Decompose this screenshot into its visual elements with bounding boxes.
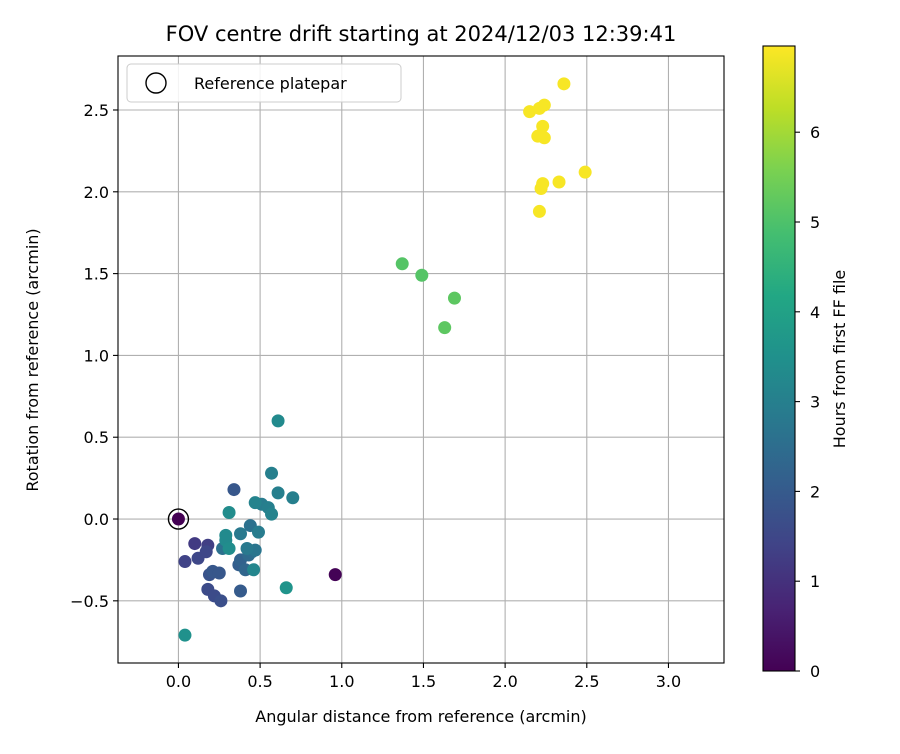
reference-marker [167,508,190,530]
colorbar-frame [762,45,796,672]
plot-frame [117,55,725,664]
data-point [251,525,265,539]
y-tick-label: −0.5 [70,592,109,611]
colorbar-gradient [763,46,795,671]
data-point [222,541,236,555]
x-axis-ticks: 0.0 0.5 1.0 1.5 2.0 2.5 3.0 [166,663,681,691]
colorbar-ticks: 0 1 2 3 4 5 6 [795,123,820,681]
data-point [199,545,213,559]
y-tick-label: 0.5 [84,428,109,447]
data-point [234,527,248,541]
grid [118,56,724,663]
data-point [578,165,592,179]
x-tick-label: 2.0 [492,672,517,691]
data-point [557,77,571,91]
data-point [212,566,226,580]
chart-title: FOV centre drift starting at 2024/12/03 … [166,22,677,46]
data-point [248,496,262,510]
data-point [227,483,241,497]
data-point [534,182,548,196]
data-point [415,268,429,282]
data-points [171,77,592,642]
x-tick-label: 0.0 [166,672,191,691]
x-tick-label: 1.0 [329,672,354,691]
data-point [240,541,254,555]
colorbar-tick-label: 0 [810,662,820,681]
y-tick-label: 2.0 [84,183,109,202]
data-point [265,466,279,480]
x-tick-label: 2.5 [574,672,599,691]
data-point [536,119,550,133]
data-point [395,257,409,271]
colorbar-tick-label: 4 [810,303,820,322]
y-tick-label: 0.0 [84,510,109,529]
data-point [537,131,551,145]
y-tick-label: 2.5 [84,101,109,120]
data-point [286,491,300,505]
y-axis-ticks: −0.5 0.0 0.5 1.0 1.5 2.0 2.5 [70,101,118,611]
data-point [247,563,261,577]
y-tick-label: 1.0 [84,346,109,365]
x-tick-label: 1.5 [411,672,436,691]
colorbar-label: Hours from first FF file [830,270,849,449]
data-point [523,105,537,119]
colorbar-tick-label: 5 [810,213,820,232]
colorbar-tick-label: 1 [810,572,820,591]
data-point [271,414,285,428]
data-point [552,175,566,189]
data-point [328,568,342,582]
legend-marker [145,72,167,94]
data-point [279,581,293,595]
data-point [438,321,452,335]
legend-label: Reference platepar [194,74,347,93]
colorbar-tick-label: 3 [810,393,820,412]
data-point [171,512,185,526]
reference-layer [167,508,190,530]
data-point [178,628,192,642]
x-tick-label: 0.5 [247,672,272,691]
legend-box [126,63,402,103]
colorbar: 0 1 2 3 4 5 6 Hours from first FF file [762,45,849,681]
data-point [188,537,202,551]
y-tick-label: 1.5 [84,265,109,284]
data-point [447,291,461,305]
legend: Reference platepar [126,63,402,103]
data-point [234,584,248,598]
colorbar-tick-label: 6 [810,123,820,142]
data-point [537,98,551,112]
y-axis-label: Rotation from reference (arcmin) [23,228,42,491]
data-point [532,204,546,218]
colorbar-tick-label: 2 [810,482,820,501]
data-point [265,507,279,521]
data-point [178,555,192,569]
data-point [214,594,228,608]
data-point [271,486,285,500]
x-axis-label: Angular distance from reference (arcmin) [255,707,586,726]
x-tick-label: 3.0 [656,672,681,691]
data-point [222,505,236,519]
